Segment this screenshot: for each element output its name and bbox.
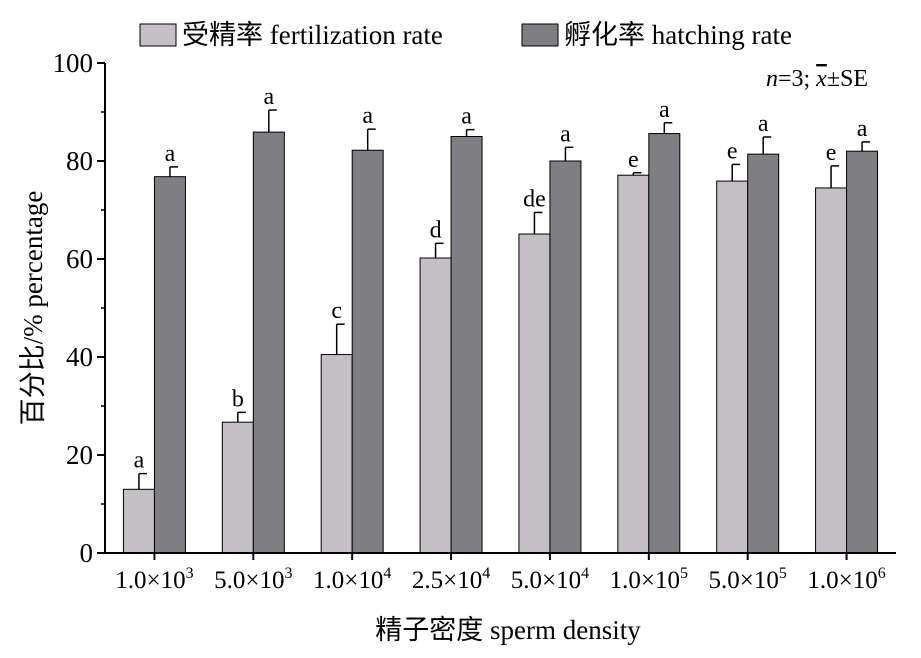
y-tick-label: 60 xyxy=(66,244,93,274)
significance-label: de xyxy=(523,186,546,212)
significance-label: e xyxy=(628,147,639,173)
significance-label: a xyxy=(857,116,868,142)
bar-fertilization xyxy=(221,421,254,554)
axes-layer: 0 20 40 60 80 100 1.0×103 5.0×103 1.0×104 2.5×104… xyxy=(53,48,896,594)
bar-hatching xyxy=(252,131,285,554)
significance-label: a xyxy=(560,121,571,147)
x-axis-title: 精子密度 sperm density xyxy=(375,615,641,645)
bar-fertilization xyxy=(122,488,155,554)
y-axis-title: 百分比/% percentage xyxy=(18,191,48,426)
bar-fertilization xyxy=(815,187,848,554)
x-tick-label: 1.0×105 xyxy=(610,565,688,594)
legend: 受精率 fertilization rate 孵化率 hatching rate xyxy=(139,20,792,50)
x-tick-label: 2.5×104 xyxy=(412,565,490,594)
bar-hatching xyxy=(648,133,681,554)
bar-hatching xyxy=(351,149,384,554)
significance-label: d xyxy=(430,217,442,243)
y-tick-label: 80 xyxy=(66,146,93,176)
significance-label: a xyxy=(263,84,274,110)
x-tick-label: 1.0×104 xyxy=(313,565,391,594)
bar-hatching xyxy=(846,150,879,554)
significance-label: a xyxy=(758,111,769,137)
significance-label: b xyxy=(232,386,244,412)
legend-label-fertilization: 受精率 fertilization rate xyxy=(182,20,443,50)
legend-swatch-fertilization xyxy=(139,23,177,47)
significance-label: a xyxy=(659,97,670,123)
bar-fertilization xyxy=(419,257,452,554)
significance-label: a xyxy=(362,103,373,129)
stats-annotation: n=3; x±SE xyxy=(766,66,868,92)
x-tick-label: 5.0×105 xyxy=(709,565,787,594)
y-tick-label: 20 xyxy=(66,440,93,470)
y-tick-label: 0 xyxy=(80,538,94,568)
bar-hatching xyxy=(450,136,483,554)
significance-label: e xyxy=(826,140,837,166)
significance-label: a xyxy=(461,104,472,130)
significance-label: a xyxy=(165,141,176,167)
x-tick-label: 1.0×103 xyxy=(115,565,193,594)
y-tick-label: 100 xyxy=(53,48,94,78)
bar-fertilization xyxy=(518,233,551,554)
bar-hatching xyxy=(153,176,186,554)
significance-label: e xyxy=(727,138,738,164)
x-tick-label: 5.0×103 xyxy=(214,565,292,594)
legend-label-hatching: 孵化率 hatching rate xyxy=(564,20,792,50)
bar-fertilization xyxy=(617,174,650,554)
bar-fertilization xyxy=(320,354,353,554)
bar-hatching xyxy=(549,160,582,554)
significance-label: c xyxy=(331,298,342,324)
y-tick-label: 40 xyxy=(66,342,93,372)
significance-label: a xyxy=(134,448,145,474)
legend-swatch-hatching xyxy=(521,23,559,47)
x-tick-label: 1.0×106 xyxy=(807,565,885,594)
bar-fertilization xyxy=(716,180,749,554)
x-tick-label: 5.0×104 xyxy=(511,565,589,594)
bar-hatching xyxy=(747,153,780,554)
